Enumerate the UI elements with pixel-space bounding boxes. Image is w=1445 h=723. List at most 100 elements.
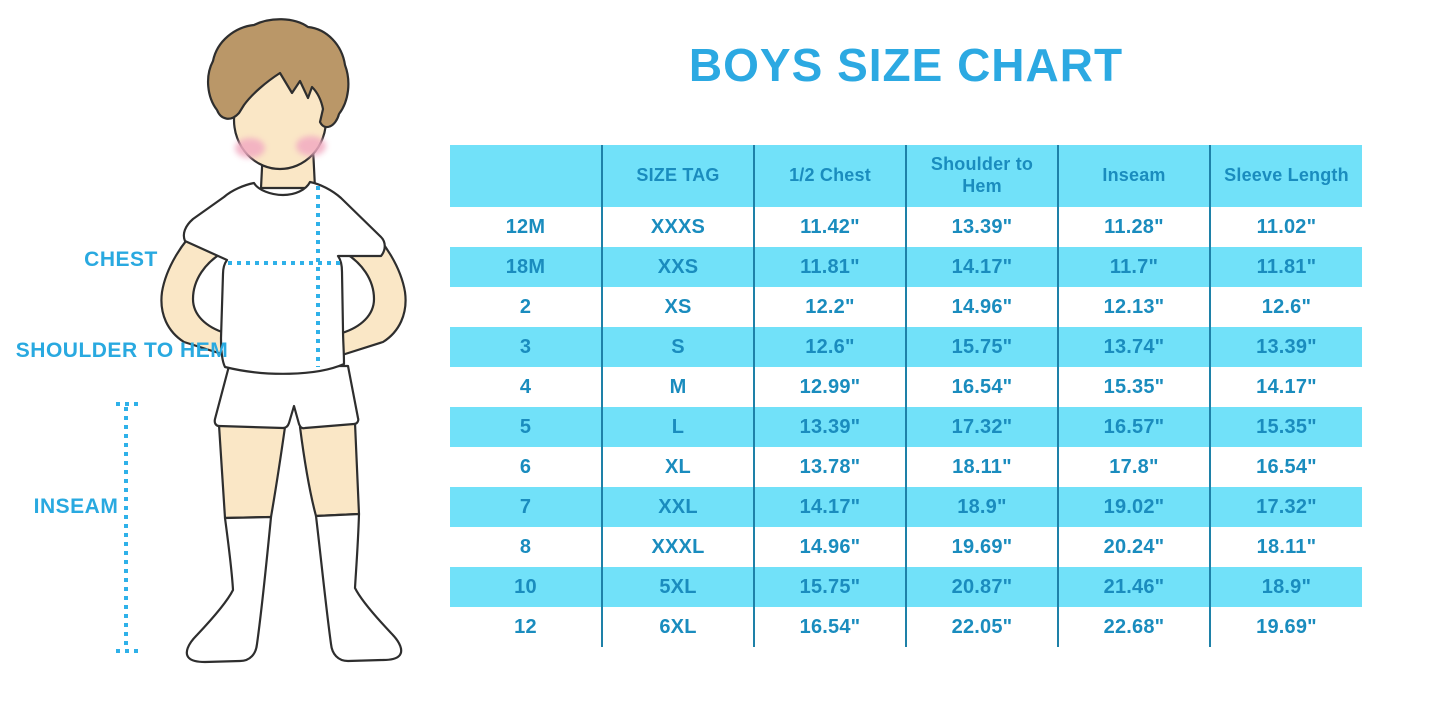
table-row: 4 M 12.99" 16.54" 15.35" 14.17" xyxy=(450,367,1362,407)
boy-figure: CHEST SHOULDER TO HEM INSEAM xyxy=(0,0,450,723)
table-cell: 11.7" xyxy=(1057,247,1210,287)
table-cell: 21.46" xyxy=(1057,567,1210,607)
table-cell: 8 xyxy=(519,535,532,558)
hair xyxy=(207,18,350,129)
table-cell: XL xyxy=(601,447,754,487)
table-header-row: SIZE TAG 1/2 Chest Shoulder to Hem Inseam Sl… xyxy=(450,145,1362,207)
table-cell: S xyxy=(601,327,754,367)
table-cell: 22.68" xyxy=(1057,607,1210,647)
table-cell: 11.81" xyxy=(753,247,906,287)
table-cell: 12 xyxy=(514,615,537,638)
table-cell: 16.57" xyxy=(1057,407,1210,447)
table-row: 5 L 13.39" 17.32" 16.57" 15.35" xyxy=(450,407,1362,447)
table-cell: 13.39" xyxy=(753,407,906,447)
table-cell: L xyxy=(601,407,754,447)
column-header: SIZE TAG xyxy=(601,145,754,207)
table-cell: 20.87" xyxy=(905,567,1058,607)
table-cell: 10 xyxy=(450,567,602,607)
table-cell: 16.54" xyxy=(1209,447,1362,487)
table-cell: 17.8" xyxy=(1057,447,1210,487)
table-row: 3 S 12.6" 15.75" 13.74" 13.39" xyxy=(450,327,1362,367)
tshirt xyxy=(182,180,386,375)
table-cell: 13.74" xyxy=(1057,327,1210,367)
table-row: 18M XXS 11.81" 14.17" 11.7" 11.81" xyxy=(450,247,1362,287)
table-cell: 12.13" xyxy=(1057,287,1210,327)
table-cell: M xyxy=(601,367,754,407)
table-cell: 19.69" xyxy=(1209,607,1362,647)
page-title: BOYS SIZE CHART xyxy=(688,39,1124,91)
table-cell: 3 xyxy=(450,327,602,367)
table-cell: 22.05" xyxy=(905,607,1058,647)
table-cell: 12.2" xyxy=(753,287,906,327)
table-cell: XXL xyxy=(601,487,754,527)
table-cell: 13.78" xyxy=(753,447,906,487)
table-cell: 14.17" xyxy=(753,487,906,527)
table-row: 8 XXXL 14.96" 19.69" 20.24" 18.11" xyxy=(450,527,1362,567)
table-cell: 18.9" xyxy=(1209,567,1362,607)
chest-label: CHEST xyxy=(84,248,158,271)
table-cell: 14.96" xyxy=(753,527,906,567)
shoulder-to-hem-label: SHOULDER TO HEM xyxy=(15,339,229,362)
column-header: Inseam xyxy=(1057,145,1210,207)
table-cell: 7 xyxy=(450,487,602,527)
table-cell: 15.75" xyxy=(905,327,1058,367)
table-row: 12 6XL 16.54" 22.05" 22.68" 19.69" xyxy=(450,607,1362,647)
table-cell: 6XL xyxy=(601,607,754,647)
table-row: 7 XXL 14.17" 18.9" 19.02" 17.32" xyxy=(450,487,1362,527)
table-cell: XXS xyxy=(601,247,754,287)
table-cell: 18.9" xyxy=(905,487,1058,527)
table-cell: 14.96" xyxy=(905,287,1058,327)
table-cell: 6 xyxy=(519,455,532,478)
table-cell: 15.75" xyxy=(753,567,906,607)
column-header xyxy=(450,145,602,207)
right-sock xyxy=(314,512,403,663)
table-cell: 2 xyxy=(519,295,532,318)
table-cell: 16.54" xyxy=(905,367,1058,407)
table-cell: 12M xyxy=(505,215,546,238)
table-cell: 5XL xyxy=(601,567,754,607)
left-leg xyxy=(217,423,287,520)
table-cell: 12.99" xyxy=(753,367,906,407)
table-row: 12M XXXS 11.42" 13.39" 11.28" 11.02" xyxy=(450,207,1362,247)
table-row: 6 XL 13.78" 18.11" 17.8" 16.54" xyxy=(450,447,1362,487)
table-cell: 18.11" xyxy=(905,447,1058,487)
table-cell: 14.17" xyxy=(905,247,1058,287)
table-cell: 11.02" xyxy=(1209,207,1362,247)
table-body: 12M XXXS 11.42" 13.39" 11.28" 11.02" 18M XXS 11.… xyxy=(450,207,1362,647)
left-sock xyxy=(185,515,273,664)
blush-left xyxy=(235,138,265,158)
table-cell: 17.32" xyxy=(1209,487,1362,527)
table-cell: 15.35" xyxy=(1209,407,1362,447)
table-row: 10 5XL 15.75" 20.87" 21.46" 18.9" xyxy=(450,567,1362,607)
table-cell: XS xyxy=(601,287,754,327)
table-cell: XXXS xyxy=(601,207,754,247)
table-cell: XXXL xyxy=(601,527,754,567)
table-cell: 11.42" xyxy=(753,207,906,247)
table-cell: 15.35" xyxy=(1057,367,1210,407)
column-header: Sleeve Length xyxy=(1209,145,1362,207)
table-cell: 18.11" xyxy=(1209,527,1362,567)
table-cell: 11.28" xyxy=(1057,207,1210,247)
table-cell: 12.6" xyxy=(753,327,906,367)
table-cell: 5 xyxy=(450,407,602,447)
size-table: SIZE TAG 1/2 Chest Shoulder to Hem Inseam Sl… xyxy=(450,145,1362,647)
table-row: 2 XS 12.2" 14.96" 12.13" 12.6" xyxy=(450,287,1362,327)
table-cell: 12.6" xyxy=(1209,287,1362,327)
table-cell: 20.24" xyxy=(1057,527,1210,567)
table-cell: 18M xyxy=(450,247,602,287)
inseam-label: INSEAM xyxy=(33,495,119,518)
boy-illustration-icon xyxy=(116,18,407,664)
table-cell: 13.39" xyxy=(1209,327,1362,367)
table-cell: 11.81" xyxy=(1209,247,1362,287)
table-cell: 19.69" xyxy=(905,527,1058,567)
table-cell: 19.02" xyxy=(1057,487,1210,527)
table-cell: 4 xyxy=(519,375,532,398)
column-header: Shoulder to Hem xyxy=(905,145,1058,207)
table-cell: 17.32" xyxy=(905,407,1058,447)
table-cell: 16.54" xyxy=(753,607,906,647)
table-cell: 13.39" xyxy=(905,207,1058,247)
table-cell: 14.17" xyxy=(1209,367,1362,407)
right-leg xyxy=(298,421,361,518)
column-header: 1/2 Chest xyxy=(753,145,906,207)
